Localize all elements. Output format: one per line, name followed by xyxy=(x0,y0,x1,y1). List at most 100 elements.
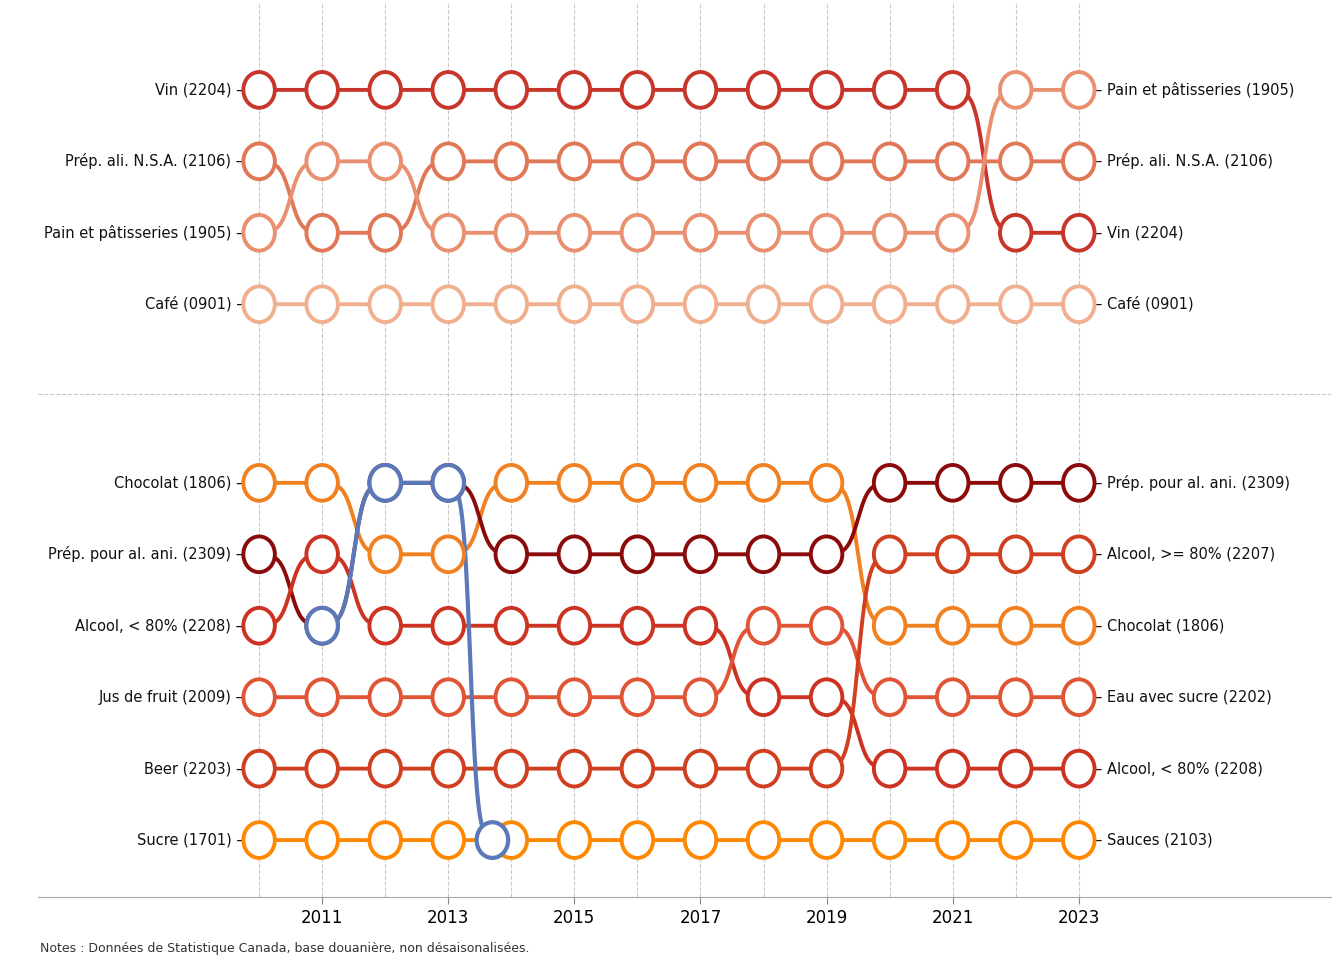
Circle shape xyxy=(370,72,401,108)
Text: – Café (0901): – Café (0901) xyxy=(1094,297,1193,312)
Circle shape xyxy=(370,143,401,180)
Text: Chocolat (1806) –: Chocolat (1806) – xyxy=(114,475,243,491)
Text: Beer (2203) –: Beer (2203) – xyxy=(144,761,243,776)
Circle shape xyxy=(306,680,337,715)
Circle shape xyxy=(306,537,337,572)
Circle shape xyxy=(874,465,906,501)
Circle shape xyxy=(370,465,401,501)
Circle shape xyxy=(810,751,843,786)
Circle shape xyxy=(937,286,969,323)
Circle shape xyxy=(622,537,653,572)
Circle shape xyxy=(937,537,969,572)
Text: Prép. pour al. ani. (2309) –: Prép. pour al. ani. (2309) – xyxy=(48,546,243,563)
Circle shape xyxy=(747,537,780,572)
Circle shape xyxy=(243,215,276,251)
Circle shape xyxy=(874,537,906,572)
Circle shape xyxy=(306,465,337,501)
Circle shape xyxy=(1000,822,1031,858)
Circle shape xyxy=(874,72,906,108)
Circle shape xyxy=(306,751,337,786)
Circle shape xyxy=(370,286,401,323)
Circle shape xyxy=(433,465,464,501)
Circle shape xyxy=(496,537,527,572)
Circle shape xyxy=(810,608,843,643)
Circle shape xyxy=(622,72,653,108)
Circle shape xyxy=(1063,680,1094,715)
Text: Pain et pâtisseries (1905) –: Pain et pâtisseries (1905) – xyxy=(44,225,243,241)
Circle shape xyxy=(496,72,527,108)
Circle shape xyxy=(874,751,906,786)
Circle shape xyxy=(1063,143,1094,180)
Text: Notes : Données de Statistique Canada, base douanière, non désaisonalisées.: Notes : Données de Statistique Canada, b… xyxy=(40,942,530,955)
Circle shape xyxy=(370,215,401,251)
Text: Jus de fruit (2009) –: Jus de fruit (2009) – xyxy=(98,689,243,705)
Circle shape xyxy=(810,215,843,251)
Circle shape xyxy=(559,72,590,108)
Circle shape xyxy=(810,822,843,858)
Circle shape xyxy=(433,143,464,180)
Circle shape xyxy=(1063,72,1094,108)
Circle shape xyxy=(1063,608,1094,643)
Circle shape xyxy=(496,751,527,786)
Circle shape xyxy=(433,465,464,501)
Text: – Sauces (2103): – Sauces (2103) xyxy=(1094,832,1212,848)
Text: – Chocolat (1806): – Chocolat (1806) xyxy=(1094,618,1224,634)
Text: Sucre (1701) –: Sucre (1701) – xyxy=(137,832,243,848)
Circle shape xyxy=(433,286,464,323)
Circle shape xyxy=(496,822,527,858)
Circle shape xyxy=(937,680,969,715)
Circle shape xyxy=(433,537,464,572)
Circle shape xyxy=(1063,537,1094,572)
Circle shape xyxy=(622,143,653,180)
Circle shape xyxy=(747,143,780,180)
Circle shape xyxy=(370,822,401,858)
Circle shape xyxy=(622,822,653,858)
Circle shape xyxy=(370,680,401,715)
Circle shape xyxy=(874,680,906,715)
Circle shape xyxy=(559,608,590,643)
Circle shape xyxy=(684,465,716,501)
Circle shape xyxy=(243,143,276,180)
Circle shape xyxy=(622,751,653,786)
Circle shape xyxy=(1063,286,1094,323)
Circle shape xyxy=(937,465,969,501)
Circle shape xyxy=(433,215,464,251)
Circle shape xyxy=(810,537,843,572)
Circle shape xyxy=(747,680,780,715)
Circle shape xyxy=(243,286,276,323)
Circle shape xyxy=(684,143,716,180)
Circle shape xyxy=(747,215,780,251)
Circle shape xyxy=(874,608,906,643)
Circle shape xyxy=(747,751,780,786)
Circle shape xyxy=(243,751,276,786)
Circle shape xyxy=(243,72,276,108)
Text: Alcool, < 80% (2208) –: Alcool, < 80% (2208) – xyxy=(75,618,243,634)
Text: Vin (2204) –: Vin (2204) – xyxy=(155,83,243,97)
Circle shape xyxy=(1000,537,1031,572)
Circle shape xyxy=(684,680,716,715)
Circle shape xyxy=(370,751,401,786)
Circle shape xyxy=(937,608,969,643)
Text: – Prép. pour al. ani. (2309): – Prép. pour al. ani. (2309) xyxy=(1094,475,1289,491)
Circle shape xyxy=(559,822,590,858)
Circle shape xyxy=(810,72,843,108)
Circle shape xyxy=(1000,608,1031,643)
Circle shape xyxy=(496,608,527,643)
Circle shape xyxy=(559,751,590,786)
Circle shape xyxy=(306,215,337,251)
Circle shape xyxy=(243,608,276,643)
Circle shape xyxy=(937,751,969,786)
Circle shape xyxy=(747,465,780,501)
Circle shape xyxy=(433,822,464,858)
Circle shape xyxy=(684,537,716,572)
Circle shape xyxy=(559,215,590,251)
Circle shape xyxy=(559,286,590,323)
Circle shape xyxy=(433,680,464,715)
Circle shape xyxy=(243,465,276,501)
Circle shape xyxy=(306,286,337,323)
Circle shape xyxy=(243,680,276,715)
Circle shape xyxy=(306,72,337,108)
Circle shape xyxy=(496,680,527,715)
Circle shape xyxy=(937,72,969,108)
Text: Prép. ali. N.S.A. (2106) –: Prép. ali. N.S.A. (2106) – xyxy=(66,154,243,169)
